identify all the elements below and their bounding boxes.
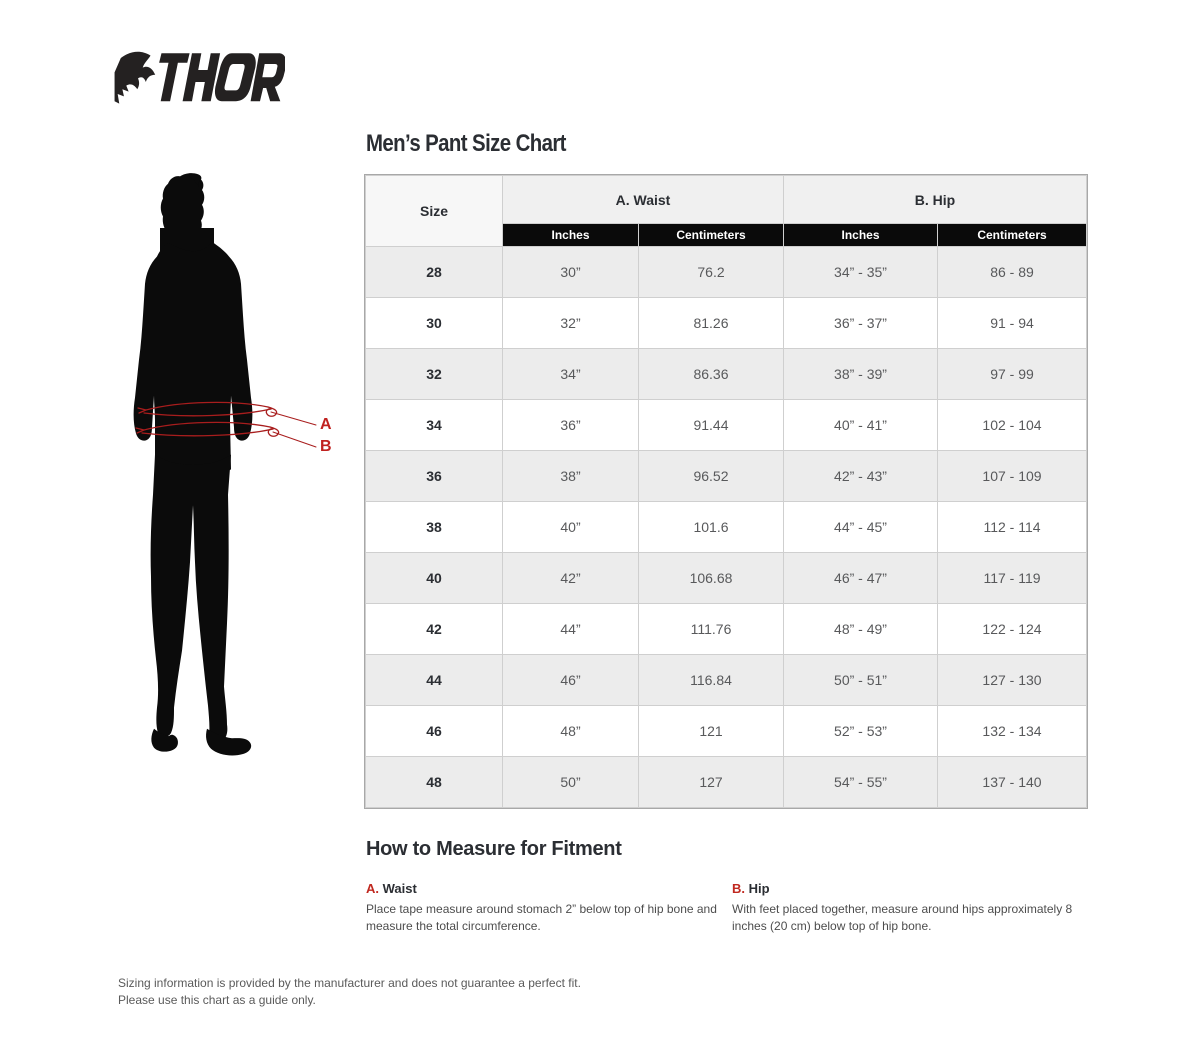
svg-text:B: B [320,438,332,455]
svg-text:A: A [320,416,332,433]
